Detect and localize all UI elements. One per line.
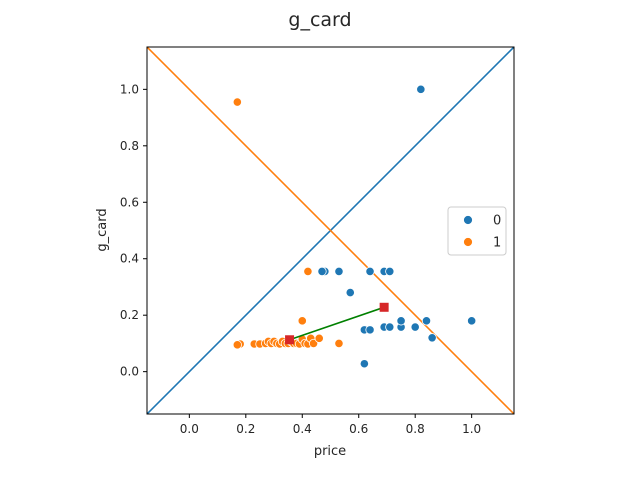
point-series-0-17 xyxy=(467,316,477,326)
x-tick-label-0: 0.0 xyxy=(180,422,199,436)
axes: 0.0 0.2 0.4 0.6 0.8 1.0 0.0 0.2 0.4 0.6 0.8 1.0 xyxy=(120,46,515,436)
point-series-0-7 xyxy=(345,288,355,298)
point-series-1-24 xyxy=(308,338,319,349)
legend-box xyxy=(447,206,507,256)
point-series-0-6 xyxy=(385,266,395,277)
point-series-0-2 xyxy=(317,266,327,277)
point-series-0-4 xyxy=(365,266,375,277)
point-series-1-4 xyxy=(232,340,242,350)
y-tick-label-4: 0.8 xyxy=(120,139,139,153)
x-tick-label-3: 0.6 xyxy=(349,422,368,436)
point-series-0-16 xyxy=(427,333,437,343)
legend-marker-0 xyxy=(463,215,473,225)
point-series-0-11 xyxy=(385,322,395,332)
centroid-marker-1 xyxy=(379,302,389,312)
y-tick-label-3: 0.6 xyxy=(120,195,139,209)
point-series-0-14 xyxy=(410,322,420,332)
y-axis-label: g_card xyxy=(95,208,110,251)
point-series-1-1 xyxy=(303,266,313,277)
centroid-link xyxy=(289,306,385,341)
plot-frame xyxy=(146,46,515,415)
point-series-1-2 xyxy=(297,316,307,326)
point-series-0-9 xyxy=(365,325,375,335)
point-series-1-25 xyxy=(314,333,324,343)
y-tick-label-2: 0.4 xyxy=(120,252,139,266)
reference-line-1 xyxy=(147,47,514,414)
legend-label-1: 1 xyxy=(493,236,501,251)
x-tick-label-2: 0.4 xyxy=(293,422,312,436)
point-series-0-15 xyxy=(421,316,432,326)
x-tick-label-1: 0.2 xyxy=(236,422,255,436)
point-series-0-0 xyxy=(416,84,426,94)
x-tick-label-4: 0.8 xyxy=(406,422,425,436)
legend-label-0: 0 xyxy=(493,214,501,229)
point-series-0-18 xyxy=(359,359,369,369)
x-axis-label: price xyxy=(314,444,346,459)
point-series-1-26 xyxy=(334,338,344,349)
y-tick-label-0: 0.0 xyxy=(120,365,139,379)
plot-area xyxy=(147,47,514,414)
chart-title: g_card xyxy=(288,9,351,31)
point-series-0-3 xyxy=(334,266,344,277)
legend-marker-1 xyxy=(463,237,473,247)
y-tick-label-5: 1.0 xyxy=(120,82,139,96)
centroid-marker-0 xyxy=(285,335,295,345)
legend: 01 xyxy=(447,206,507,256)
point-series-1-0 xyxy=(232,97,242,107)
y-tick-label-1: 0.2 xyxy=(120,308,139,322)
x-tick-label-5: 1.0 xyxy=(462,422,481,436)
point-series-0-13 xyxy=(396,316,406,326)
